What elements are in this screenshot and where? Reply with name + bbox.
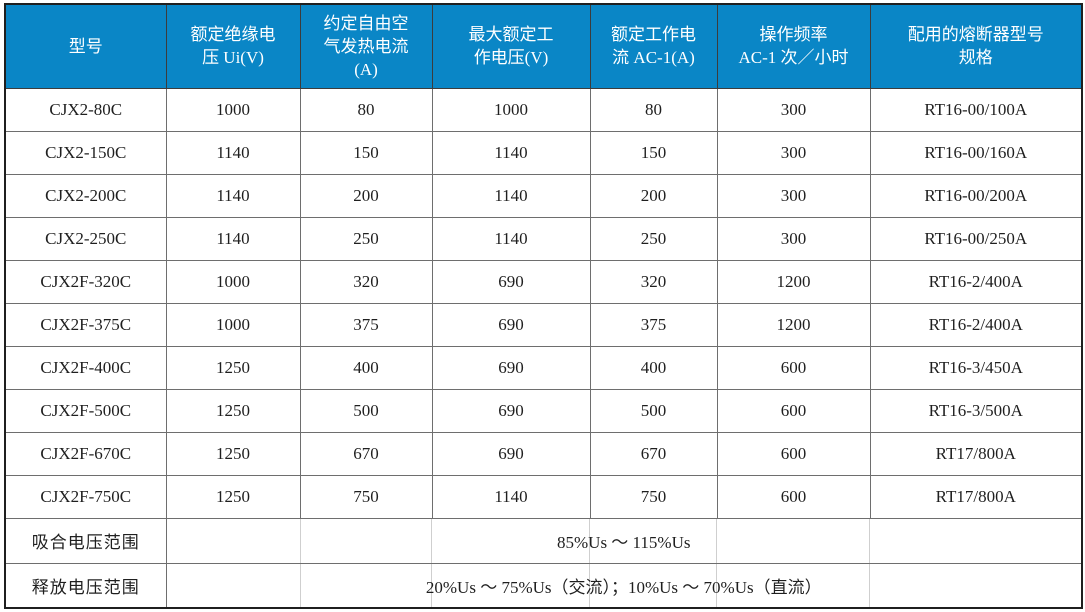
release-voltage-value: 20%Us ～ 75%Us（交流）；10%Us ～ 70%Us（直流） [165,562,1083,609]
table-row: CJX2-200C 1140 200 1140 200 300 RT16-00/… [4,173,1083,218]
release-voltage-row: 释放电压范围 20%Us ～ 75%Us（交流）；10%Us ～ 70%Us（直… [4,562,1083,609]
data-cell: 300 [716,130,871,175]
header-working-current: 额定工作电 流 AC-1(A) [589,3,718,89]
data-cell: 670 [589,431,718,476]
model-cell: CJX2F-750C [4,474,167,519]
fuse-cell: RT17/800A [869,431,1083,476]
data-cell: 600 [716,431,871,476]
header-operating-frequency: 操作频率 AC-1 次／小时 [716,3,871,89]
header-fuse-spec: 配用的熔断器型号 规格 [869,3,1083,89]
data-cell: 1140 [165,173,301,218]
data-cell: 1140 [165,216,301,261]
data-cell: 150 [589,130,718,175]
data-cell: 600 [716,345,871,390]
data-cell: 250 [589,216,718,261]
fuse-cell: RT16-00/200A [869,173,1083,218]
table-row: CJX2F-400C 1250 400 690 400 600 RT16-3/4… [4,345,1083,390]
data-cell: 1200 [716,302,871,347]
table-row: CJX2-150C 1140 150 1140 150 300 RT16-00/… [4,130,1083,175]
data-cell: 250 [299,216,433,261]
table-row: CJX2F-750C 1250 750 1140 750 600 RT17/80… [4,474,1083,519]
model-cell: CJX2-150C [4,130,167,175]
pickup-voltage-row: 吸合电压范围 85%Us ～ 115%Us [4,517,1083,564]
data-cell: 600 [716,388,871,433]
model-cell: CJX2-80C [4,87,167,132]
fuse-cell: RT17/800A [869,474,1083,519]
data-cell: 690 [431,431,591,476]
fuse-cell: RT16-00/250A [869,216,1083,261]
pickup-voltage-value: 85%Us ～ 115%Us [165,517,1083,564]
fuse-cell: RT16-00/100A [869,87,1083,132]
data-cell: 500 [589,388,718,433]
model-cell: CJX2-200C [4,173,167,218]
data-cell: 1140 [431,173,591,218]
data-cell: 80 [589,87,718,132]
data-cell: 750 [589,474,718,519]
fuse-cell: RT16-2/400A [869,259,1083,304]
data-cell: 1250 [165,388,301,433]
model-cell: CJX2F-320C [4,259,167,304]
data-cell: 300 [716,87,871,132]
table-row: CJX2F-670C 1250 670 690 670 600 RT17/800… [4,431,1083,476]
model-cell: CJX2-250C [4,216,167,261]
data-cell: 1000 [165,259,301,304]
table-row: CJX2F-500C 1250 500 690 500 600 RT16-3/5… [4,388,1083,433]
header-max-working-voltage: 最大额定工 作电压(V) [431,3,591,89]
data-cell: 400 [589,345,718,390]
model-cell: CJX2F-375C [4,302,167,347]
fuse-cell: RT16-3/450A [869,345,1083,390]
data-cell: 750 [299,474,433,519]
fuse-cell: RT16-00/160A [869,130,1083,175]
contactor-spec-table: 型号 额定绝缘电 压 Ui(V) 约定自由空 气发热电流 (A) 最大额定工 作… [4,3,1083,609]
data-cell: 320 [589,259,718,304]
data-cell: 1140 [431,474,591,519]
data-cell: 690 [431,345,591,390]
data-cell: 500 [299,388,433,433]
data-cell: 1250 [165,345,301,390]
data-cell: 150 [299,130,433,175]
data-cell: 690 [431,259,591,304]
data-cell: 1140 [431,216,591,261]
data-cell: 300 [716,216,871,261]
table-body: CJX2-80C 1000 80 1000 80 300 RT16-00/100… [4,87,1083,609]
data-cell: 1140 [165,130,301,175]
table-row: CJX2F-320C 1000 320 690 320 1200 RT16-2/… [4,259,1083,304]
data-cell: 1200 [716,259,871,304]
table-row: CJX2-80C 1000 80 1000 80 300 RT16-00/100… [4,87,1083,132]
model-cell: CJX2F-670C [4,431,167,476]
footer-label: 吸合电压范围 [4,517,167,564]
model-cell: CJX2F-400C [4,345,167,390]
header-row: 型号 额定绝缘电 压 Ui(V) 约定自由空 气发热电流 (A) 最大额定工 作… [4,3,1083,89]
footer-label: 释放电压范围 [4,562,167,609]
data-cell: 670 [299,431,433,476]
data-cell: 1000 [431,87,591,132]
spec-table-container: 型号 额定绝缘电 压 Ui(V) 约定自由空 气发热电流 (A) 最大额定工 作… [4,3,1083,609]
header-thermal-current: 约定自由空 气发热电流 (A) [299,3,433,89]
data-cell: 600 [716,474,871,519]
data-cell: 690 [431,302,591,347]
data-cell: 1250 [165,474,301,519]
table-header: 型号 额定绝缘电 压 Ui(V) 约定自由空 气发热电流 (A) 最大额定工 作… [4,3,1083,89]
model-cell: CJX2F-500C [4,388,167,433]
header-insulation-voltage: 额定绝缘电 压 Ui(V) [165,3,301,89]
header-model: 型号 [4,3,167,89]
fuse-cell: RT16-2/400A [869,302,1083,347]
data-cell: 320 [299,259,433,304]
data-cell: 375 [299,302,433,347]
data-cell: 1000 [165,302,301,347]
data-cell: 300 [716,173,871,218]
data-cell: 200 [589,173,718,218]
fuse-cell: RT16-3/500A [869,388,1083,433]
table-row: CJX2F-375C 1000 375 690 375 1200 RT16-2/… [4,302,1083,347]
data-cell: 200 [299,173,433,218]
data-cell: 375 [589,302,718,347]
data-cell: 1250 [165,431,301,476]
data-cell: 690 [431,388,591,433]
table-row: CJX2-250C 1140 250 1140 250 300 RT16-00/… [4,216,1083,261]
data-cell: 400 [299,345,433,390]
data-cell: 80 [299,87,433,132]
data-cell: 1000 [165,87,301,132]
data-cell: 1140 [431,130,591,175]
